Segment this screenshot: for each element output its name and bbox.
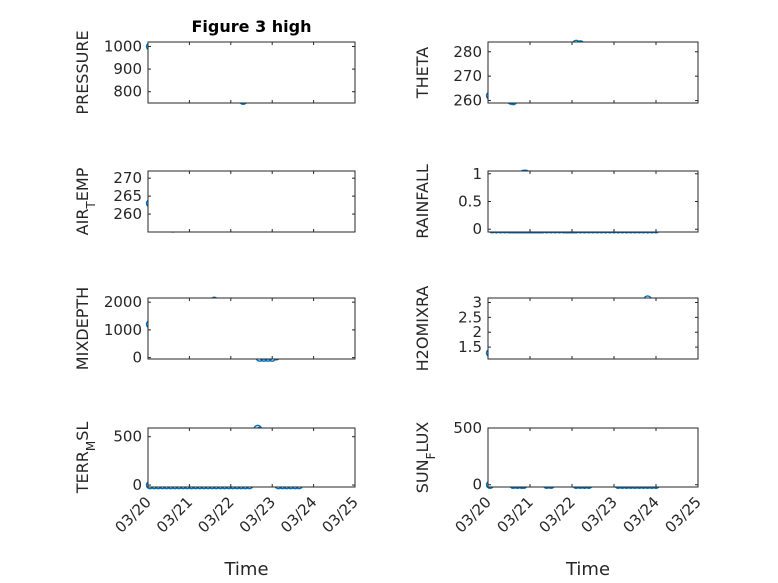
y-tick-label: 270 bbox=[113, 169, 142, 187]
y-tick-label: 280 bbox=[453, 43, 482, 61]
y-axis-label: SUNFLUX bbox=[413, 422, 438, 494]
y-tick-label: 0.5 bbox=[458, 193, 482, 211]
subplot-6: 1.522.53 H2OMIXRA bbox=[413, 286, 699, 372]
y-tick-label: 0 bbox=[472, 220, 482, 238]
y-axis-label: AIRTEMP bbox=[73, 167, 98, 235]
y-tick-label: 1000 bbox=[104, 38, 142, 56]
y-tick-label: 1.5 bbox=[458, 338, 482, 356]
y-axis-label: H2OMIXRA bbox=[413, 286, 432, 372]
y-axis-label: THETA bbox=[413, 47, 432, 99]
y-axis-label: MIXDEPTH bbox=[73, 287, 92, 370]
subplot-4: 0 0.5 1 RAINFALL bbox=[413, 164, 699, 239]
y-tick-label: 1000 bbox=[104, 321, 142, 339]
axes-box bbox=[487, 41, 699, 104]
y-tick-label: 500 bbox=[453, 419, 482, 437]
axes-box bbox=[147, 170, 356, 233]
axes-box bbox=[487, 427, 699, 488]
axes-box bbox=[147, 427, 356, 488]
y-axis-label: RAINFALL bbox=[413, 164, 432, 239]
y-tick-label: 900 bbox=[113, 60, 142, 78]
x-axis-label: Time bbox=[223, 559, 268, 580]
axes-box bbox=[147, 41, 356, 104]
y-tick-label: 800 bbox=[113, 83, 142, 101]
y-tick-label: 0 bbox=[132, 349, 142, 367]
y-tick-label: 270 bbox=[453, 67, 482, 85]
y-tick-label: 1 bbox=[472, 165, 482, 183]
axes-box bbox=[487, 297, 699, 360]
axes-box bbox=[147, 297, 356, 360]
subplot-2: 260 270 280 THETA bbox=[413, 39, 699, 110]
y-tick-label: 3 bbox=[472, 293, 482, 311]
y-tick-label: 500 bbox=[113, 428, 142, 446]
y-tick-label: 2 bbox=[472, 323, 482, 341]
y-tick-label: 2000 bbox=[104, 293, 142, 311]
subplot-5: 0 1000 2000 MIXDEPTH bbox=[73, 287, 356, 370]
y-tick-label: 260 bbox=[113, 205, 142, 223]
x-axis-label: Time bbox=[565, 559, 610, 580]
axes-box bbox=[487, 170, 699, 233]
y-tick-label: 2.5 bbox=[458, 308, 482, 326]
chart-title: Figure 3 high bbox=[192, 17, 312, 36]
y-tick-label: 0 bbox=[132, 476, 142, 494]
y-tick-label: 260 bbox=[453, 92, 482, 110]
y-axis-label: TERRMSL bbox=[73, 422, 98, 495]
y-tick-label: 0 bbox=[472, 476, 482, 494]
subplot-1: 800 900 1000 PRESSURE Figure 3 high bbox=[73, 17, 356, 115]
y-tick-label: 265 bbox=[113, 187, 142, 205]
y-axis-label: PRESSURE bbox=[73, 30, 92, 114]
